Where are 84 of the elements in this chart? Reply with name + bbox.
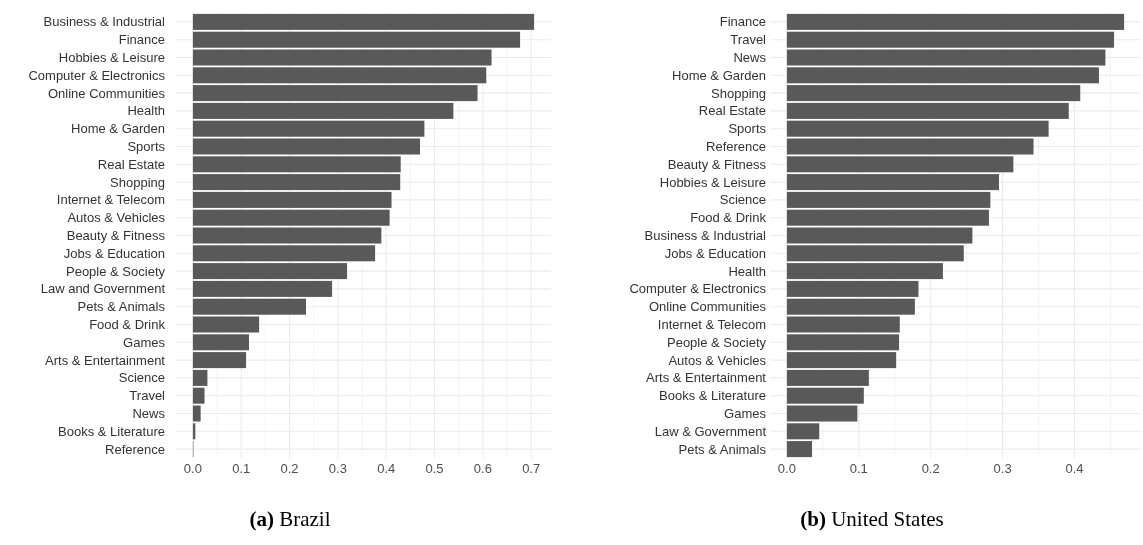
text: (a) Brazil: [249, 507, 331, 531]
y-tick-label: Sports: [728, 121, 767, 137]
bar: [192, 102, 454, 119]
y-tick-label: Finance: [118, 32, 165, 48]
x-tick-label: 0.2: [280, 461, 299, 476]
y-tick-label: Online Communities: [648, 299, 767, 315]
y-tick-label: Law & Government: [654, 423, 767, 439]
bar: [786, 441, 813, 458]
y-tick-label: Computer & Electronics: [629, 281, 767, 297]
x-tick-label: 0.4: [377, 461, 396, 476]
y-tick-label: Sports: [127, 139, 166, 155]
y-tick-label: Travel: [730, 32, 767, 48]
bar: [786, 13, 1125, 30]
bar: [786, 280, 919, 297]
bar: [192, 174, 401, 191]
y-tick-label: Home & Garden: [672, 67, 766, 83]
bar: [786, 263, 943, 280]
y-tick-label: Books & Literature: [58, 423, 165, 439]
text: (b) United States: [800, 507, 944, 531]
y-tick-label: Food & Drink: [89, 317, 166, 333]
y-tick-label: Business & Industrial: [43, 14, 166, 30]
y-tick-label: Beauty & Fitness: [667, 156, 767, 172]
y-tick-label: Hobbies & Leisure: [58, 50, 165, 66]
y-tick-label: Online Communities: [47, 85, 166, 101]
x-tick-label: 0.0: [777, 461, 796, 476]
y-tick-label: Games: [724, 406, 767, 422]
y-tick-label: Finance: [719, 14, 766, 30]
y-tick-label: Home & Garden: [71, 121, 165, 137]
bar: [786, 174, 999, 191]
y-tick-label: Reference: [706, 139, 766, 155]
x-tick-label: 0.2: [921, 461, 940, 476]
y-tick-label: Jobs & Education: [664, 245, 766, 261]
bar: [786, 102, 1069, 119]
y-tick-label: Travel: [129, 388, 166, 404]
y-tick-label: Autos & Vehicles: [67, 210, 166, 226]
bar: [192, 13, 535, 30]
y-tick-label: Computer & Electronics: [28, 67, 166, 83]
bar: [786, 85, 1081, 102]
y-tick-label: Science: [719, 192, 766, 208]
y-tick-label: Autos & Vehicles: [668, 352, 767, 368]
y-tick-label: Real Estate: [97, 156, 165, 172]
bar: [786, 191, 991, 208]
bar: [786, 369, 869, 386]
y-tick-label: Hobbies & Leisure: [659, 174, 766, 190]
y-tick-label: Shopping: [711, 85, 766, 101]
bar: [192, 85, 478, 102]
x-tick-label: 0.5: [425, 461, 444, 476]
y-tick-label: Shopping: [110, 174, 165, 190]
y-tick-label: People & Society: [666, 334, 767, 350]
bar: [192, 191, 392, 208]
x-tick-label: 0.0: [183, 461, 202, 476]
bar: [192, 280, 333, 297]
x-tick-label: 0.3: [993, 461, 1012, 476]
y-tick-label: Arts & Entertainment: [646, 370, 767, 386]
y-tick-label: Law and Government: [40, 281, 166, 297]
x-tick-label: 0.1: [849, 461, 868, 476]
x-tick-label: 0.1: [232, 461, 251, 476]
bar: [192, 352, 247, 369]
y-tick-label: Health: [127, 103, 165, 119]
x-tick-label: 0.3: [328, 461, 347, 476]
y-tick-label: People & Society: [65, 263, 166, 279]
bar: [192, 369, 208, 386]
y-tick-label: Games: [123, 334, 166, 350]
x-tick-label: 0.7: [522, 461, 541, 476]
y-tick-label: Books & Literature: [659, 388, 766, 404]
y-tick-label: Food & Drink: [690, 210, 767, 226]
bar: [192, 263, 348, 280]
y-tick-label: Pets & Animals: [678, 441, 767, 457]
y-tick-label: Arts & Entertainment: [45, 352, 166, 368]
x-tick-label: 0.6: [473, 461, 492, 476]
y-tick-label: Science: [118, 370, 165, 386]
y-tick-label: Reference: [105, 441, 165, 457]
y-tick-label: Beauty & Fitness: [66, 228, 166, 244]
bar: [786, 352, 897, 369]
y-tick-label: News: [132, 406, 166, 422]
y-tick-label: Pets & Animals: [77, 299, 166, 315]
y-tick-label: News: [733, 50, 767, 66]
x-tick-label: 0.4: [1065, 461, 1084, 476]
y-tick-label: Health: [728, 263, 766, 279]
y-tick-label: Internet & Telecom: [657, 317, 766, 333]
y-tick-label: Internet & Telecom: [56, 192, 165, 208]
y-tick-label: Business & Industrial: [644, 228, 767, 244]
y-tick-label: Real Estate: [698, 103, 766, 119]
y-tick-label: Jobs & Education: [63, 245, 165, 261]
